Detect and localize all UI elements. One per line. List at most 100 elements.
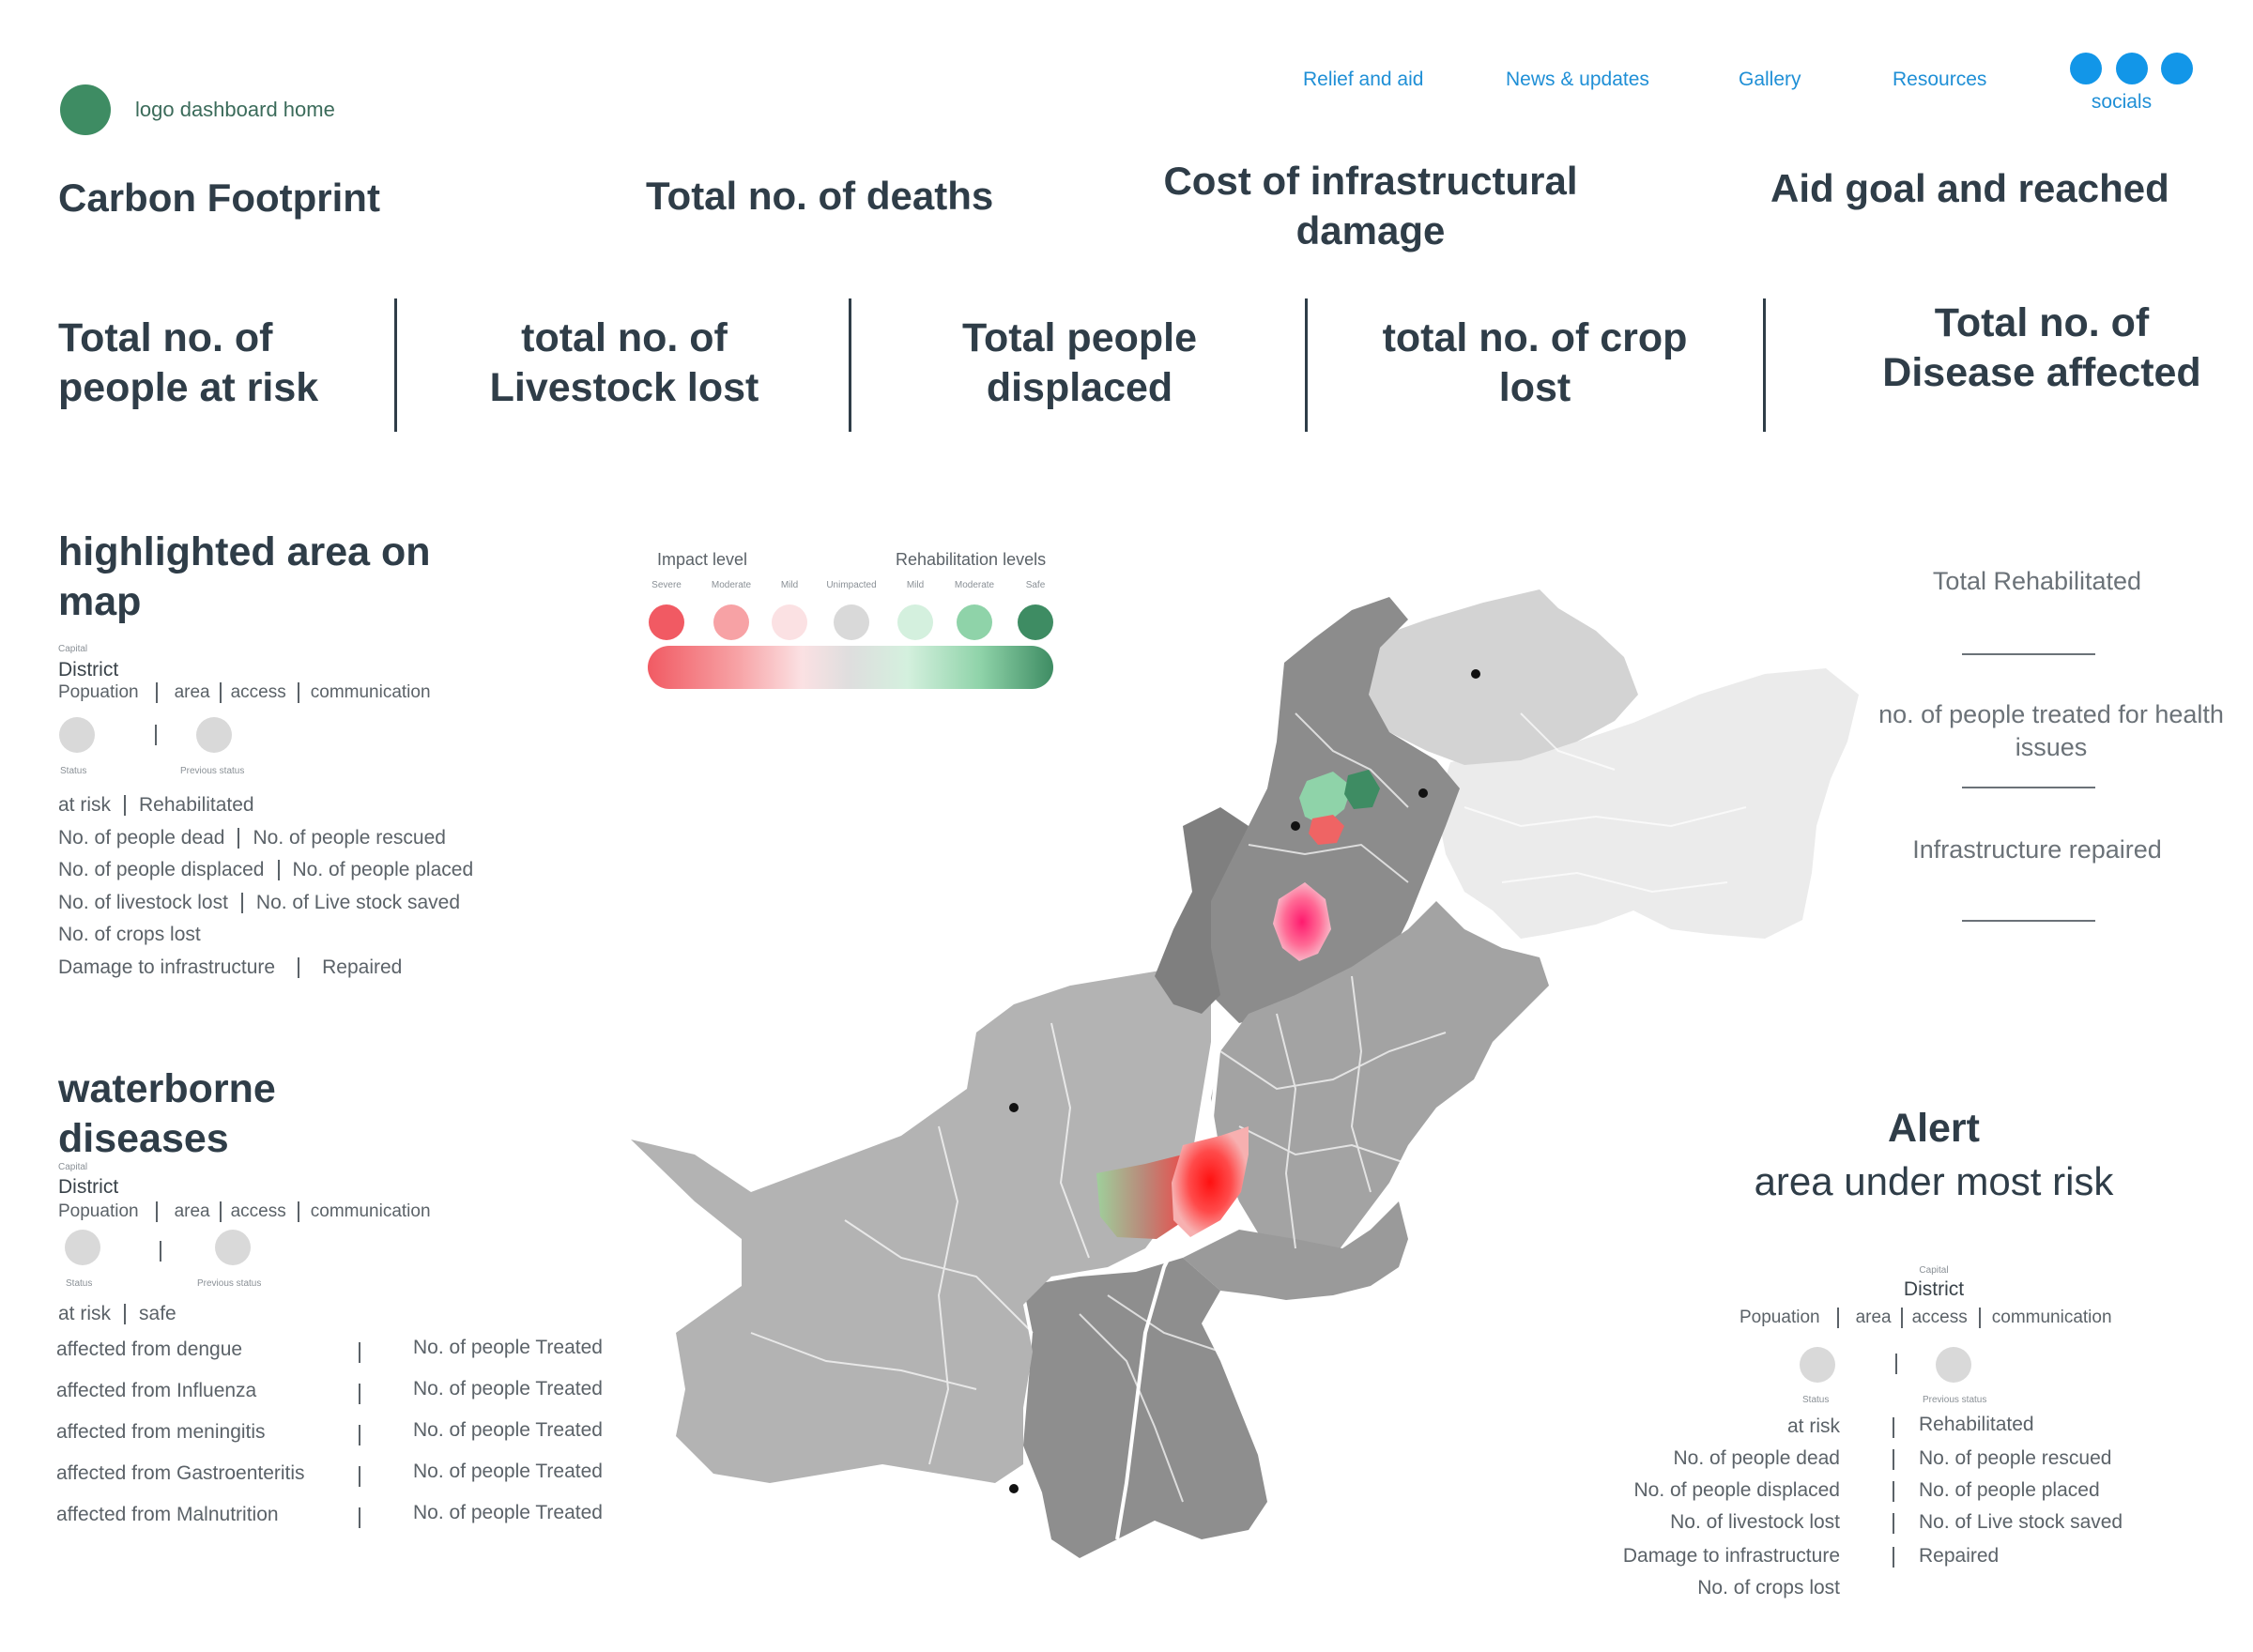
legend-label-safe: Safe <box>1025 580 1046 590</box>
alert-right-1: Rehabilitated <box>1919 1414 2034 1435</box>
highlight-row-4: No. of livestock lost No. of Live stock s… <box>58 892 473 925</box>
disease-name: affected from meningitis <box>56 1421 266 1443</box>
map-city-marker[interactable] <box>1009 1484 1019 1493</box>
disease-name: affected from dengue <box>56 1338 243 1360</box>
alert-capital-label: Capital <box>1919 1265 1949 1276</box>
social-icon-2[interactable] <box>2116 53 2148 84</box>
hotspot-green-red-south[interactable] <box>1096 1155 1190 1239</box>
row-left: No. of livestock lost <box>58 891 228 913</box>
hotspot-dark-green[interactable] <box>1344 770 1380 809</box>
row-left: No. of crops lost <box>58 924 201 945</box>
row-separator <box>359 1425 360 1446</box>
alert-meta-row: Popuation area access communication <box>1740 1308 2112 1328</box>
legend-dot-moderate[interactable] <box>713 604 749 640</box>
legend-label-mild-rehab: Mild <box>906 580 925 590</box>
meta-access: access <box>230 1201 286 1222</box>
highlight-row-6: Damage to infrastructure Repaired <box>58 956 473 989</box>
row-right: No. of Live stock saved <box>255 891 461 913</box>
legend-dot-mild-rehab[interactable] <box>897 604 933 640</box>
map-district-borders <box>750 712 1747 1503</box>
treated-health-line <box>1962 787 2095 788</box>
alert-subtitle: area under most risk <box>1754 1159 2114 1203</box>
row-right: Repaired <box>322 956 403 978</box>
status-separator <box>160 1241 161 1262</box>
map-region-punjab[interactable] <box>1211 901 1549 1277</box>
map-region-sindh-east[interactable] <box>1183 1201 1408 1300</box>
kpi-people-displaced[interactable]: Total people displaced <box>961 315 1198 410</box>
legend-dot-unimpacted[interactable] <box>834 604 869 640</box>
alert-right-5: Repaired <box>1919 1545 2000 1567</box>
alert-left-1: at risk <box>1786 1415 1840 1437</box>
previous-status-dot <box>215 1230 251 1265</box>
map-region-kashmir[interactable] <box>1436 668 1859 939</box>
nav-resources[interactable]: Resources <box>1893 69 1987 90</box>
row-right: No. of people rescued <box>253 826 446 849</box>
kpi-aid-goal[interactable]: Aid goal and reached <box>1770 166 2169 210</box>
map-city-marker[interactable] <box>1291 821 1300 831</box>
people-treated: No. of people Treated <box>413 1461 603 1482</box>
alert-right-3: No. of people placed <box>1919 1479 2100 1501</box>
district-meta-row: Popuation area access communication <box>58 1201 431 1222</box>
map-city-marker[interactable] <box>1009 1103 1019 1112</box>
legend-dot-mild[interactable] <box>772 604 807 640</box>
kpi-crop-lost[interactable]: total no. of crop lost <box>1382 315 1688 410</box>
map-region-kp[interactable] <box>1155 807 1249 1014</box>
legend-dot-severe[interactable] <box>649 604 684 640</box>
kpi-divider-3 <box>1305 298 1308 432</box>
map-region-sindh[interactable] <box>1023 1258 1267 1558</box>
status-dot <box>59 717 95 753</box>
nav-news-updates[interactable]: News & updates <box>1506 69 1649 90</box>
district-label: District <box>58 1176 119 1198</box>
social-icon-3[interactable] <box>2161 53 2193 84</box>
meta-population: Popuation <box>1740 1308 1820 1328</box>
hotspot-green-cluster[interactable] <box>1299 772 1352 826</box>
meta-area: area <box>174 1201 210 1222</box>
legend-dot-moderate-rehab[interactable] <box>957 604 992 640</box>
social-icon-1[interactable] <box>2070 53 2102 84</box>
kpi-livestock-lost[interactable]: total no. of Livestock lost <box>489 315 759 410</box>
alert-left-5: Damage to infrastructure <box>1622 1545 1840 1567</box>
disease-row-gastroenteritis: affected from Gastroenteritis <box>56 1462 305 1485</box>
map-city-marker[interactable] <box>1471 669 1480 679</box>
nav-gallery[interactable]: Gallery <box>1739 69 1801 90</box>
status-label: Status <box>60 766 87 776</box>
kpi-disease-affected[interactable]: Total no. of Disease affected <box>1882 300 2201 395</box>
alert-row-separator <box>1893 1481 1894 1502</box>
meta-separator <box>155 1201 158 1222</box>
row-separator <box>359 1384 360 1404</box>
legend-gradient-bar <box>648 646 1053 689</box>
row-separator <box>238 827 240 849</box>
map-region-gilgit[interactable] <box>1359 589 1638 765</box>
hotspot-red-south[interactable] <box>1172 1126 1249 1237</box>
capital-label: Capital <box>58 1162 88 1172</box>
hotspot-pink-center[interactable] <box>1273 882 1331 961</box>
alert-right-4: No. of Live stock saved <box>1919 1511 2123 1533</box>
kpi-people-at-risk[interactable]: Total no. of people at risk <box>58 315 319 410</box>
legend-label-severe: Severe <box>651 580 682 590</box>
legend-dot-safe[interactable] <box>1018 604 1053 640</box>
highlight-row-1: at risk Rehabilitated <box>58 794 473 827</box>
row-separator <box>124 795 127 817</box>
map-region-balochistan[interactable] <box>631 967 1211 1483</box>
total-rehabilitated-line <box>1962 653 2095 655</box>
meta-access: access <box>230 682 286 703</box>
alert-row-separator <box>1893 1449 1894 1470</box>
kpi-infrastructure-cost[interactable]: Cost of infrastructural damage <box>1163 159 1578 252</box>
nav-relief-and-aid[interactable]: Relief and aid <box>1303 69 1424 90</box>
status-dot <box>65 1230 100 1265</box>
kpi-divider-1 <box>394 298 397 432</box>
alert-row-separator <box>1893 1417 1894 1438</box>
meta-communication: communication <box>310 1201 431 1222</box>
disease-row-dengue: affected from dengue <box>56 1338 242 1361</box>
row-separator <box>124 1304 127 1325</box>
hotspot-small-red[interactable] <box>1309 815 1344 845</box>
logo-circle[interactable] <box>60 84 111 135</box>
total-rehabilitated-label: Total Rehabilitated <box>1932 567 2142 595</box>
legend-label-unimpacted: Unimpacted <box>826 580 877 590</box>
kpi-total-deaths[interactable]: Total no. of deaths <box>646 174 994 218</box>
row-right: Rehabilitated <box>139 794 254 816</box>
logo-dashboard-home-link[interactable]: logo dashboard home <box>135 98 335 121</box>
map-city-marker[interactable] <box>1418 788 1428 798</box>
kpi-carbon-footprint[interactable]: Carbon Footprint <box>58 176 380 220</box>
